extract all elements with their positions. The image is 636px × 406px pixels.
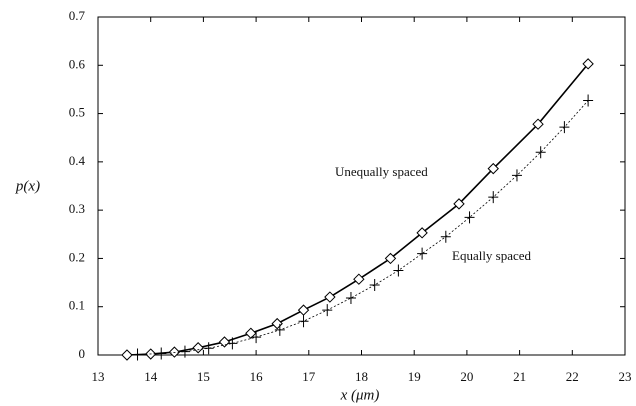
- x-tick-label: 17: [302, 369, 316, 384]
- marker-diamond: [192, 342, 204, 354]
- marker-diamond: [416, 227, 428, 239]
- series-label: Equally spaced: [452, 248, 532, 263]
- y-tick-label: 0.7: [69, 8, 86, 23]
- marker-plus: [156, 347, 167, 360]
- marker-diamond: [324, 291, 336, 303]
- x-axis-label: x (μm): [340, 387, 380, 403]
- marker-diamond: [582, 58, 594, 70]
- x-tick-label: 22: [566, 369, 579, 384]
- marker-plus: [464, 211, 475, 224]
- marker-plus: [251, 331, 262, 344]
- marker-diamond: [121, 349, 133, 361]
- series-line: [137, 100, 589, 355]
- marker-diamond: [384, 252, 397, 265]
- series-label: Unequally spaced: [335, 164, 428, 179]
- marker-plus: [322, 304, 333, 317]
- marker-plus: [179, 345, 190, 358]
- marker-diamond: [245, 327, 257, 339]
- marker-diamond: [487, 162, 499, 175]
- x-tick-label: 13: [92, 369, 105, 384]
- marker-plus: [369, 278, 380, 291]
- series-line: [126, 63, 589, 356]
- marker-plus: [417, 247, 428, 260]
- plot-frame: [97, 16, 626, 356]
- y-tick-label: 0.4: [69, 153, 86, 168]
- y-axis-label: p(x): [15, 178, 40, 194]
- marker-plus: [535, 146, 546, 159]
- marker-diamond: [453, 198, 465, 210]
- x-tick-label: 15: [197, 369, 210, 384]
- marker-plus: [274, 323, 285, 336]
- marker-diamond: [297, 304, 310, 316]
- y-tick-label: 0.5: [69, 105, 85, 120]
- marker-diamond: [218, 336, 231, 348]
- marker-diamond: [353, 273, 365, 285]
- marker-plus: [488, 191, 499, 204]
- y-tick-label: 0.1: [69, 298, 85, 313]
- y-tick-label: 0.6: [69, 56, 86, 71]
- marker-plus: [298, 315, 309, 328]
- marker-plus: [132, 348, 143, 361]
- x-tick-label: 19: [408, 369, 421, 384]
- marker-plus: [583, 94, 594, 107]
- y-tick-label: 0.2: [69, 249, 85, 264]
- x-tick-label: 18: [355, 369, 368, 384]
- marker-plus: [227, 337, 238, 350]
- x-tick-label: 16: [250, 369, 264, 384]
- marker-plus: [440, 230, 451, 243]
- marker-plus: [559, 121, 570, 134]
- x-tick-label: 23: [619, 369, 632, 384]
- x-tick-label: 21: [513, 369, 526, 384]
- marker-plus: [203, 342, 214, 355]
- marker-plus: [393, 264, 404, 277]
- marker-plus: [345, 292, 356, 305]
- y-tick-label: 0: [79, 346, 86, 361]
- x-tick-label: 20: [460, 369, 473, 384]
- y-tick-label: 0.3: [69, 201, 85, 216]
- x-tick-label: 14: [144, 369, 158, 384]
- marker-diamond: [532, 118, 544, 130]
- marker-diamond: [271, 317, 283, 330]
- marker-plus: [511, 169, 522, 182]
